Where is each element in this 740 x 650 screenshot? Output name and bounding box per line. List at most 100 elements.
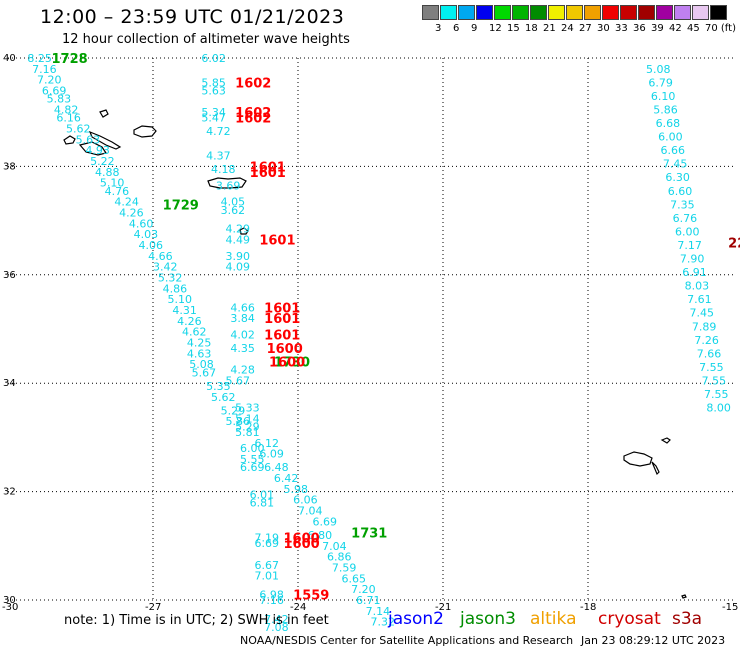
lat-tick-label: 32: [3, 487, 16, 498]
wave-height-value: 6.42: [274, 472, 299, 485]
generated-timestamp: Jan 23 08:29:12 UTC 2023: [581, 634, 726, 647]
island-madeira: [623, 451, 653, 467]
wave-height-value: 5.67: [192, 366, 217, 379]
wave-height-value: 5.32: [158, 272, 183, 285]
wave-height-value: 6.69: [313, 515, 338, 528]
legend-label: 15: [507, 23, 520, 34]
pass-time-label: 1601: [250, 160, 286, 175]
wave-height-value: 5.86: [653, 103, 678, 116]
wave-height-value: 5.86: [226, 415, 251, 428]
wave-height-value: 4.82: [54, 103, 79, 116]
legend-swatch: [422, 5, 439, 20]
wave-height-value: 6.30: [665, 171, 690, 184]
wave-height-value: 6.76: [673, 212, 698, 225]
wave-height-value: 4.18: [211, 163, 236, 176]
legend-swatch: [710, 5, 727, 20]
legend-swatch: [620, 5, 637, 20]
wave-height-value: 6.10: [651, 90, 676, 103]
wave-height-value: 6.06: [293, 494, 318, 507]
legend-label: 12: [489, 23, 502, 34]
legend-swatch: [458, 5, 475, 20]
island-porto-santo: [660, 437, 671, 444]
legend-swatch: [530, 5, 547, 20]
legend-label: 18: [525, 23, 538, 34]
island-pico: [88, 130, 122, 150]
legend-label: 39: [651, 23, 664, 34]
wave-height-value: 6.69: [255, 537, 280, 550]
wave-height-value: 7.17: [677, 239, 702, 252]
wave-height-value: 7.04: [322, 540, 347, 553]
wave-height-value: 7.04: [298, 505, 323, 518]
lon-tick-label: -30: [2, 602, 18, 613]
wave-height-value: 6.69: [42, 85, 66, 98]
wave-height-value: 4.26: [119, 206, 143, 219]
lon-tick-label: -21: [435, 602, 451, 613]
wave-height-value: 4.66: [148, 250, 173, 263]
wave-height-value: 4.26: [177, 315, 202, 328]
wave-height-value: 7.90: [680, 253, 705, 266]
azores-islands: [63, 109, 687, 599]
wave-height-value: 6.81: [250, 496, 275, 509]
wave-height-value: 4.31: [172, 304, 197, 317]
wave-height-value: 5.83: [47, 93, 72, 106]
wave-height-value: 4.76: [105, 185, 129, 198]
wave-height-value: 7.55: [699, 361, 724, 374]
wave-height-value: 5.62: [211, 391, 236, 404]
island-terceira: [133, 125, 157, 138]
pass-time-labels: 1728160216021602160116011729160116011601…: [52, 52, 740, 604]
map-subtitle: 12 hour collection of altimeter wave hei…: [62, 32, 350, 47]
credit-line: NOAA/NESDIS Center for Satellite Applica…: [240, 634, 574, 647]
wave-height-value: 5.98: [284, 483, 309, 496]
legend-swatch: [602, 5, 619, 20]
wave-height-value: 6.79: [648, 76, 673, 89]
wave-height-value: 6.12: [255, 437, 280, 450]
pass-time-label: 1600: [284, 537, 320, 552]
wave-height-value: 4.66: [230, 301, 255, 314]
wave-height-value: 4.62: [182, 326, 207, 339]
wave-height-value: 6.00: [658, 131, 683, 144]
lat-tick-label: 34: [3, 378, 16, 389]
wave-height-value: 5.34: [201, 106, 226, 119]
wave-height-value: 7.59: [332, 561, 357, 574]
legend-swatch: [548, 5, 565, 20]
wave-height-value: 7.08: [264, 621, 289, 634]
legend-s3a: s3a: [672, 609, 703, 629]
legend-cryosat: cryosat: [598, 609, 661, 629]
wave-height-value: 6.48: [264, 461, 289, 474]
pass-time-label: 1601: [264, 312, 300, 327]
wave-height-value: 7.16: [259, 594, 284, 607]
wave-height-value: 4.49: [226, 234, 251, 247]
wave-height-value: 3.84: [230, 312, 255, 325]
wave-height-value: 6.67: [255, 559, 280, 572]
legend-label: 36: [633, 23, 646, 34]
pass-time-label: 1602: [235, 112, 271, 127]
legend-label: 33: [615, 23, 628, 34]
wave-height-value: 4.09: [226, 261, 251, 274]
wave-height-value: 4.63: [187, 347, 212, 360]
legend-label: 42: [669, 23, 682, 34]
wave-height-value: 7.26: [694, 334, 719, 347]
wave-height-value: 6.00: [675, 225, 700, 238]
wave-height-value: 6.98: [259, 589, 284, 602]
lon-tick-label: -15: [722, 602, 738, 613]
pass-time-label: 1601: [250, 166, 286, 181]
wave-height-value: 5.10: [168, 293, 193, 306]
wave-height-value: 5.35: [206, 380, 231, 393]
lat-tick-label: 30: [3, 595, 16, 606]
pass-time-label: 1600: [267, 342, 303, 357]
lon-tick-label: -27: [145, 602, 161, 613]
wave-height-value: 7.14: [366, 605, 391, 618]
wave-height-value: 5.81: [235, 426, 260, 439]
wave-height-value: 8.00: [706, 402, 731, 415]
wave-height-value: 7.42: [264, 613, 289, 626]
wave-height-value: 7.55: [702, 374, 727, 387]
wave-height-value: 5.29: [221, 404, 246, 417]
island-corvo: [78, 141, 107, 156]
wave-height-value: 5.08: [646, 63, 671, 76]
legend-label: 9: [471, 23, 478, 34]
wave-height-value: 6.02: [201, 52, 226, 65]
wave-height-value: 5.33: [235, 402, 260, 415]
lat-tick-label: 36: [3, 270, 16, 281]
legend-swatch: [638, 5, 655, 20]
legend-swatch: [566, 5, 583, 20]
